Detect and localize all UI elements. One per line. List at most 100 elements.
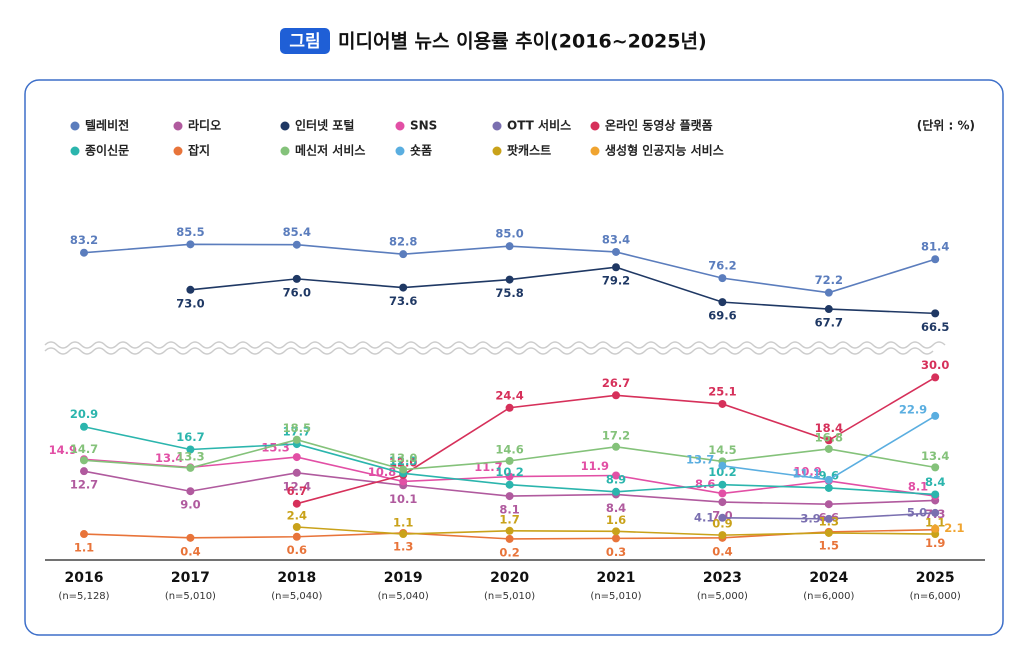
data-label: 1.7: [499, 512, 519, 526]
data-label: 2.4: [287, 508, 307, 522]
legend-label: 숏폼: [410, 144, 432, 158]
x-tick-label: 2018: [277, 570, 316, 586]
data-label: 11.1: [792, 466, 820, 480]
data-point: [186, 463, 195, 472]
data-label: 10.8: [368, 465, 396, 479]
data-point: [824, 305, 833, 314]
legend-label: 잡지: [188, 143, 210, 158]
legend-label: OTT 서비스: [507, 118, 571, 133]
data-label: 12.7: [70, 478, 98, 492]
data-label: 5.0: [907, 505, 927, 519]
data-point: [931, 508, 940, 517]
data-point: [80, 422, 88, 431]
data-point: [505, 456, 514, 465]
data-point: [186, 240, 195, 249]
axis-break: [44, 347, 934, 355]
frame: [24, 79, 1004, 636]
data-label: 0.3: [606, 545, 626, 559]
data-label: 13.3: [176, 449, 204, 463]
axis-break: [44, 341, 946, 349]
data-point: [931, 411, 940, 420]
data-point: [292, 499, 301, 508]
data-point: [824, 500, 833, 509]
data-point: [824, 483, 833, 492]
x-tick-label: 2023: [703, 570, 742, 586]
data-label: 16.7: [176, 430, 204, 444]
data-point: [718, 531, 727, 540]
data-point: [292, 240, 301, 249]
data-label: 17.7: [283, 425, 311, 439]
legend-label: 라디오: [188, 118, 221, 133]
data-point: [718, 498, 727, 507]
data-label: 83.2: [70, 233, 98, 247]
data-label: 82.8: [389, 235, 417, 249]
chart-title: 미디어별 뉴스 이용률 추이(2016~2025년): [338, 31, 707, 53]
data-point: [505, 526, 514, 535]
data-point: [718, 274, 727, 283]
data-point: [612, 442, 620, 451]
data-point: [505, 275, 514, 284]
data-label: 73.6: [389, 294, 417, 308]
sample-size: (n=5,010): [484, 591, 535, 602]
data-label: 1.1: [74, 541, 94, 555]
legend-marker: [492, 146, 502, 156]
data-label: 10.1: [389, 492, 417, 506]
data-point: [612, 263, 620, 272]
data-label: 8.1: [908, 480, 928, 494]
x-tick-label: 2017: [171, 570, 210, 586]
legend-marker: [173, 146, 183, 156]
data-point: [505, 534, 514, 543]
data-label: 72.2: [815, 273, 843, 287]
data-label: 1.9: [925, 536, 945, 550]
data-point: [80, 248, 88, 257]
legend-marker: [70, 146, 80, 156]
data-point: [505, 242, 514, 251]
data-label: 20.9: [70, 407, 98, 421]
data-label: 13.0: [389, 451, 417, 465]
data-label: 12.4: [283, 479, 311, 493]
sample-size: (n=5,010): [590, 591, 641, 602]
data-point: [505, 480, 514, 489]
data-point: [718, 513, 727, 522]
sample-size: (n=5,128): [58, 591, 109, 602]
data-label: 1.1: [393, 516, 413, 530]
data-label: 13.4: [155, 451, 183, 465]
data-label: 26.7: [602, 376, 630, 390]
data-point: [505, 472, 514, 481]
data-label: 1.5: [819, 538, 839, 552]
data-point: [612, 247, 620, 256]
legend-label: 생성형 인공지능 서비스: [605, 143, 724, 158]
data-label: 18.4: [815, 421, 843, 435]
data-point: [718, 489, 727, 498]
data-point: [931, 373, 940, 382]
data-label: 69.6: [708, 309, 736, 323]
data-label: 22.9: [899, 402, 927, 416]
sample-size: (n=5,040): [378, 591, 429, 602]
data-point: [931, 490, 940, 499]
sample-size: (n=5,000): [697, 591, 748, 602]
data-label: 1.6: [606, 513, 626, 527]
data-point: [824, 475, 833, 484]
data-label: 16.8: [815, 430, 843, 444]
data-point: [931, 463, 940, 472]
data-point: [292, 468, 301, 477]
data-point: [292, 532, 301, 541]
data-point: [80, 456, 88, 465]
legend-marker: [280, 121, 290, 131]
data-label: 76.0: [283, 285, 311, 299]
data-label: 73.0: [176, 296, 204, 310]
data-point: [399, 530, 408, 539]
data-label: 0.4: [180, 544, 200, 558]
data-point: [824, 288, 833, 297]
data-point: [931, 255, 940, 264]
data-point: [931, 309, 940, 318]
data-label: 1.1: [925, 516, 945, 530]
data-point: [824, 514, 833, 523]
sample-size: (n=6,000): [910, 591, 961, 602]
data-point: [292, 274, 301, 283]
data-label: 8.9: [606, 472, 626, 486]
data-point: [612, 534, 620, 543]
legend-label: 메신저 서비스: [295, 143, 365, 158]
badge-bg: [280, 28, 330, 54]
